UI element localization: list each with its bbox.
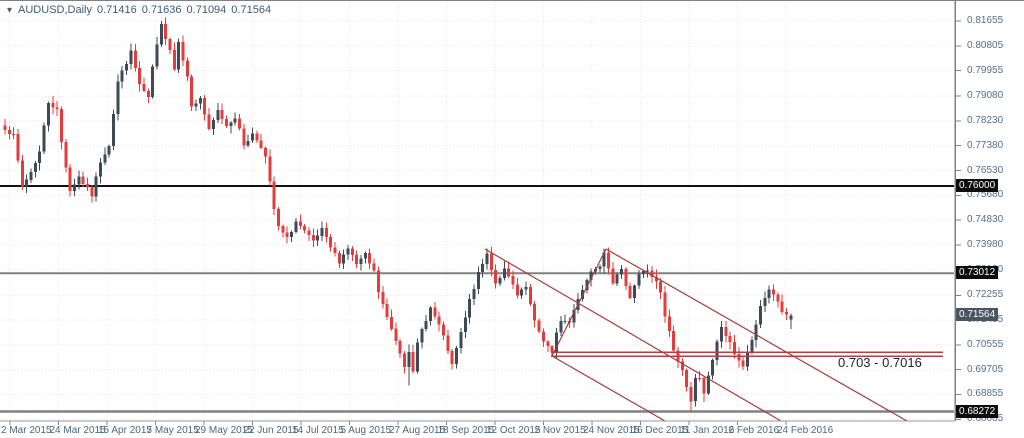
date-label: 11 Jan 2016 — [680, 425, 735, 436]
price-axis-label: 0.76530 — [967, 164, 1004, 176]
date-label: 18 Sep 2015 — [437, 425, 495, 436]
symbol-dropdown-icon[interactable]: ▾ — [7, 5, 13, 16]
price-axis-label: 0.69705 — [967, 363, 1004, 375]
date-label: 7 May 2015 — [146, 425, 199, 436]
date-label: 15 Apr 2015 — [98, 425, 152, 436]
chart-header: ▾ AUDUSD,Daily 0.71416 0.71636 0.71094 0.7156… — [7, 4, 271, 16]
chart-frame — [0, 0, 1024, 422]
quote-open: 0.71416 — [97, 4, 137, 16]
price-axis-label: 0.78230 — [967, 114, 1004, 126]
quote-high: 0.71636 — [141, 4, 182, 16]
price-axis[interactable]: 0.81655 0.80805 0.79955 0.79080 0.78230 0.773… — [955, 0, 1024, 425]
price-axis-label: 0.79955 — [967, 64, 1004, 76]
support-lines — [551, 351, 943, 358]
price-axis-label: 0.77380 — [967, 139, 1004, 151]
date-label: 12 Oct 2015 — [486, 425, 541, 436]
quote-low: 0.71094 — [186, 4, 227, 16]
price-axis-label: 0.70555 — [967, 338, 1004, 350]
symbol-timeframe-label: AUDUSD,Daily — [18, 4, 92, 16]
price-badge: 0.68272 — [956, 404, 999, 418]
price-axis-label: 0.68005 — [967, 413, 1004, 425]
date-label: 16 Dec 2015 — [631, 425, 689, 436]
date-label: 29 May 2015 — [195, 425, 253, 436]
date-label: 24 Feb 2016 — [777, 425, 834, 436]
current-price-badge: 0.71564 — [956, 308, 999, 322]
quote-close: 0.71564 — [231, 4, 272, 16]
date-label: 24 Mar 2015 — [49, 425, 106, 436]
time-axis[interactable]: 2 Mar 2015 24 Mar 2015 15 Apr 2015 7 May 20… — [0, 422, 1024, 438]
date-label: 24 Nov 2015 — [583, 425, 640, 436]
date-label: 27 Aug 2015 — [389, 425, 446, 436]
candlestick-series — [3, 17, 793, 412]
price-axis-label: 0.81655 — [967, 14, 1004, 26]
date-label: 14 Jul 2015 — [292, 425, 344, 436]
price-badge: 0.76000 — [956, 179, 999, 192]
price-axis-label: 0.80805 — [967, 39, 1004, 51]
price-badge: 0.73012 — [956, 266, 999, 280]
support-zone-annotation: 0.703 - 0.7016 — [838, 355, 922, 370]
date-label: 22 Jun 2015 — [243, 425, 299, 436]
price-axis-label: 0.79080 — [967, 90, 1004, 102]
trendlines — [484, 248, 908, 421]
date-label: 2 Feb 2016 — [728, 425, 780, 436]
price-axis-label: 0.73980 — [967, 238, 1004, 250]
price-axis-label: 0.68855 — [967, 388, 1004, 400]
price-axis-label: 0.74830 — [967, 214, 1004, 226]
date-label: 2 Mar 2015 — [1, 425, 52, 436]
date-label: 5 Aug 2015 — [340, 425, 392, 436]
price-axis-label: 0.72255 — [967, 289, 1004, 301]
date-label: 2 Nov 2015 — [534, 425, 586, 436]
grid-lines — [0, 1, 954, 421]
price-axis-label: 0.75680 — [967, 189, 1004, 201]
